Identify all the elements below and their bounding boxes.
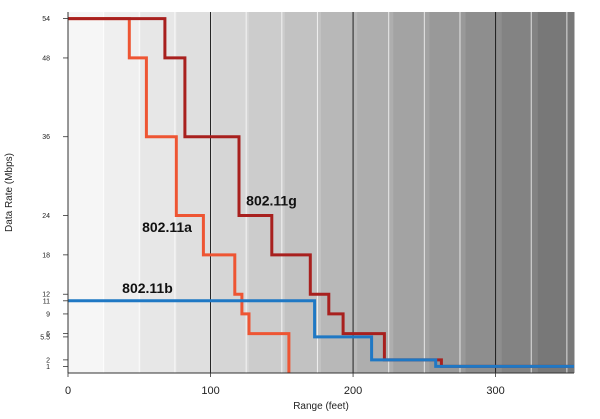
y-tick-label: 9 (46, 311, 50, 318)
background-band (68, 12, 105, 373)
y-tick-label: 54 (42, 16, 50, 23)
y-tick-label: 18 (42, 252, 50, 259)
x-tick-label: 0 (65, 385, 71, 397)
y-axis-title: Data Rate (Mbps) (4, 153, 15, 232)
background-band (248, 12, 286, 373)
y-tick-label: 24 (42, 213, 50, 220)
background-band (393, 12, 430, 373)
x-tick-labels: 0 100 200 300 (65, 373, 505, 397)
series-label-80211a: 802.11a (142, 219, 192, 235)
y-tick-label: 11 (43, 298, 50, 305)
background-band (465, 12, 503, 373)
background-band (357, 12, 394, 373)
background-band (537, 12, 575, 373)
y-tick-label: 48 (42, 55, 50, 62)
series-lines (68, 17, 574, 373)
x-tick-label: 100 (201, 385, 219, 397)
axes (67, 12, 574, 374)
series-line-80211g (68, 17, 574, 368)
x-tick-label: 200 (344, 385, 362, 397)
series-label-80211b: 802.11b (122, 280, 173, 296)
series-labels: 802.11g 802.11a 802.11b (122, 193, 297, 296)
x-axis-title: Range (feet) (293, 401, 349, 412)
y-tick-label: 6 (46, 331, 50, 338)
shaded-background-bands (68, 12, 575, 373)
y-tick-label: 2 (46, 357, 50, 364)
background-band (321, 12, 358, 373)
y-tick-label: 12 (42, 292, 50, 299)
series-label-80211g: 802.11g (246, 193, 297, 209)
background-band (104, 12, 141, 373)
background-band (176, 12, 214, 373)
y-tick-label: 36 (42, 134, 50, 141)
background-band (429, 12, 467, 373)
background-band (212, 12, 250, 373)
x-tick-label: 300 (486, 385, 504, 397)
series-line-80211b (68, 299, 574, 368)
series-line-80211a (68, 17, 291, 373)
y-tick-label: 5.5 (40, 334, 50, 341)
background-band (501, 12, 539, 373)
y-tick-label: 1 (46, 364, 50, 371)
